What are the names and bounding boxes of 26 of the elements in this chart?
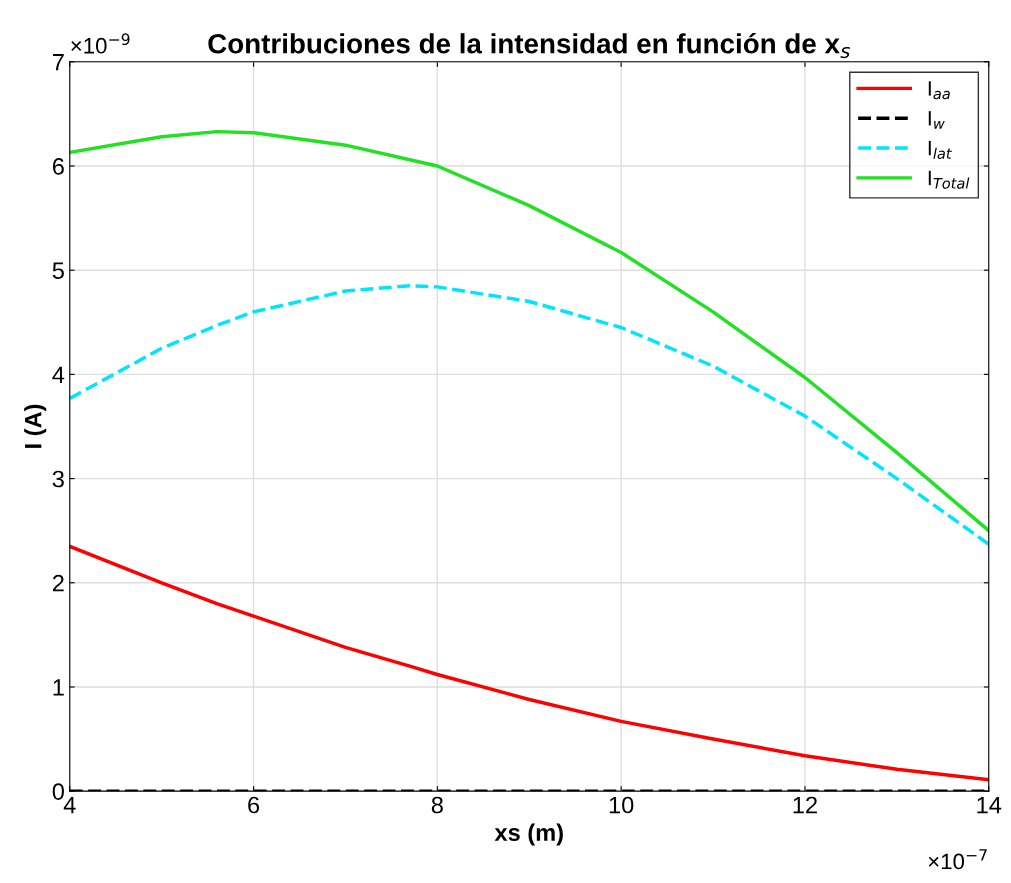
y-tick-label: 7 bbox=[52, 54, 64, 71]
x-tick-label: 14 bbox=[977, 796, 1002, 814]
text: ×10$^{−7}$ bbox=[928, 849, 987, 870]
x-tick-label: 8 bbox=[431, 796, 443, 814]
line-series bbox=[69, 544, 989, 782]
x-tick-label: 6 bbox=[248, 796, 260, 814]
y-tick-label: 3 bbox=[52, 470, 64, 488]
x-axis-title: xs (m) bbox=[494, 823, 563, 846]
y-tick-label: 2 bbox=[52, 574, 64, 592]
y-axis-title: I (A) bbox=[24, 404, 47, 448]
y-tick-label: 4 bbox=[52, 366, 65, 383]
chart-title: Contribuciones de la intensidad en función de x$_{s}$ bbox=[208, 32, 850, 59]
y-tick-label: 5 bbox=[52, 262, 64, 279]
line-series bbox=[69, 284, 989, 546]
text: ×10$^{−9}$ bbox=[71, 33, 130, 54]
y-tick-label: 0 bbox=[52, 783, 64, 800]
x-tick-label: 4 bbox=[63, 796, 76, 814]
legend-label: I$_{lat}$ bbox=[928, 140, 953, 159]
legend-label: I$_{aa}$ bbox=[928, 81, 950, 100]
line-series bbox=[69, 129, 989, 533]
legend-label: I$_{Total}$ bbox=[928, 170, 970, 189]
y-tick-label: 6 bbox=[52, 158, 64, 175]
x-tick-label: 10 bbox=[609, 796, 634, 814]
legend-label: I$_{w}$ bbox=[928, 111, 945, 129]
x-tick-label: 12 bbox=[793, 796, 817, 814]
y-tick-label: 1 bbox=[53, 679, 64, 696]
